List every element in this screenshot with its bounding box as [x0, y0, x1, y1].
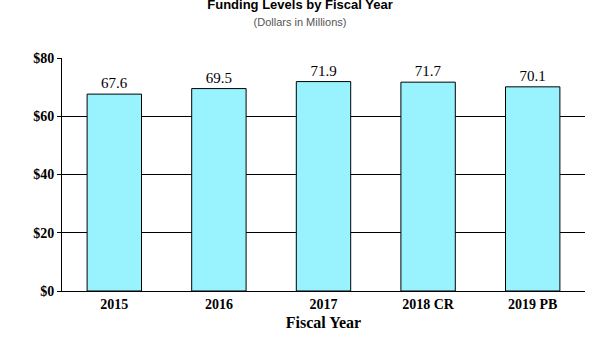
svg-text:71.7: 71.7	[415, 63, 442, 79]
svg-text:67.6: 67.6	[101, 75, 128, 91]
svg-text:$20: $20	[33, 226, 54, 241]
svg-text:2019 PB: 2019 PB	[508, 297, 557, 312]
svg-text:2016: 2016	[205, 297, 233, 312]
svg-text:2018 CR: 2018 CR	[402, 297, 455, 312]
svg-text:2017: 2017	[310, 297, 338, 312]
svg-text:2015: 2015	[100, 297, 128, 312]
svg-text:71.9: 71.9	[310, 63, 336, 79]
svg-text:Fiscal Year: Fiscal Year	[286, 314, 361, 331]
svg-text:$40: $40	[33, 167, 54, 182]
svg-text:70.1: 70.1	[520, 68, 546, 84]
svg-text:$80: $80	[33, 51, 54, 66]
svg-text:Funding Levels by Fiscal Year(: Funding Levels by Fiscal Year(Dollars in…	[207, 0, 392, 28]
svg-text:$0: $0	[40, 284, 54, 299]
svg-text:69.5: 69.5	[206, 70, 232, 86]
svg-text:$60: $60	[33, 109, 54, 124]
